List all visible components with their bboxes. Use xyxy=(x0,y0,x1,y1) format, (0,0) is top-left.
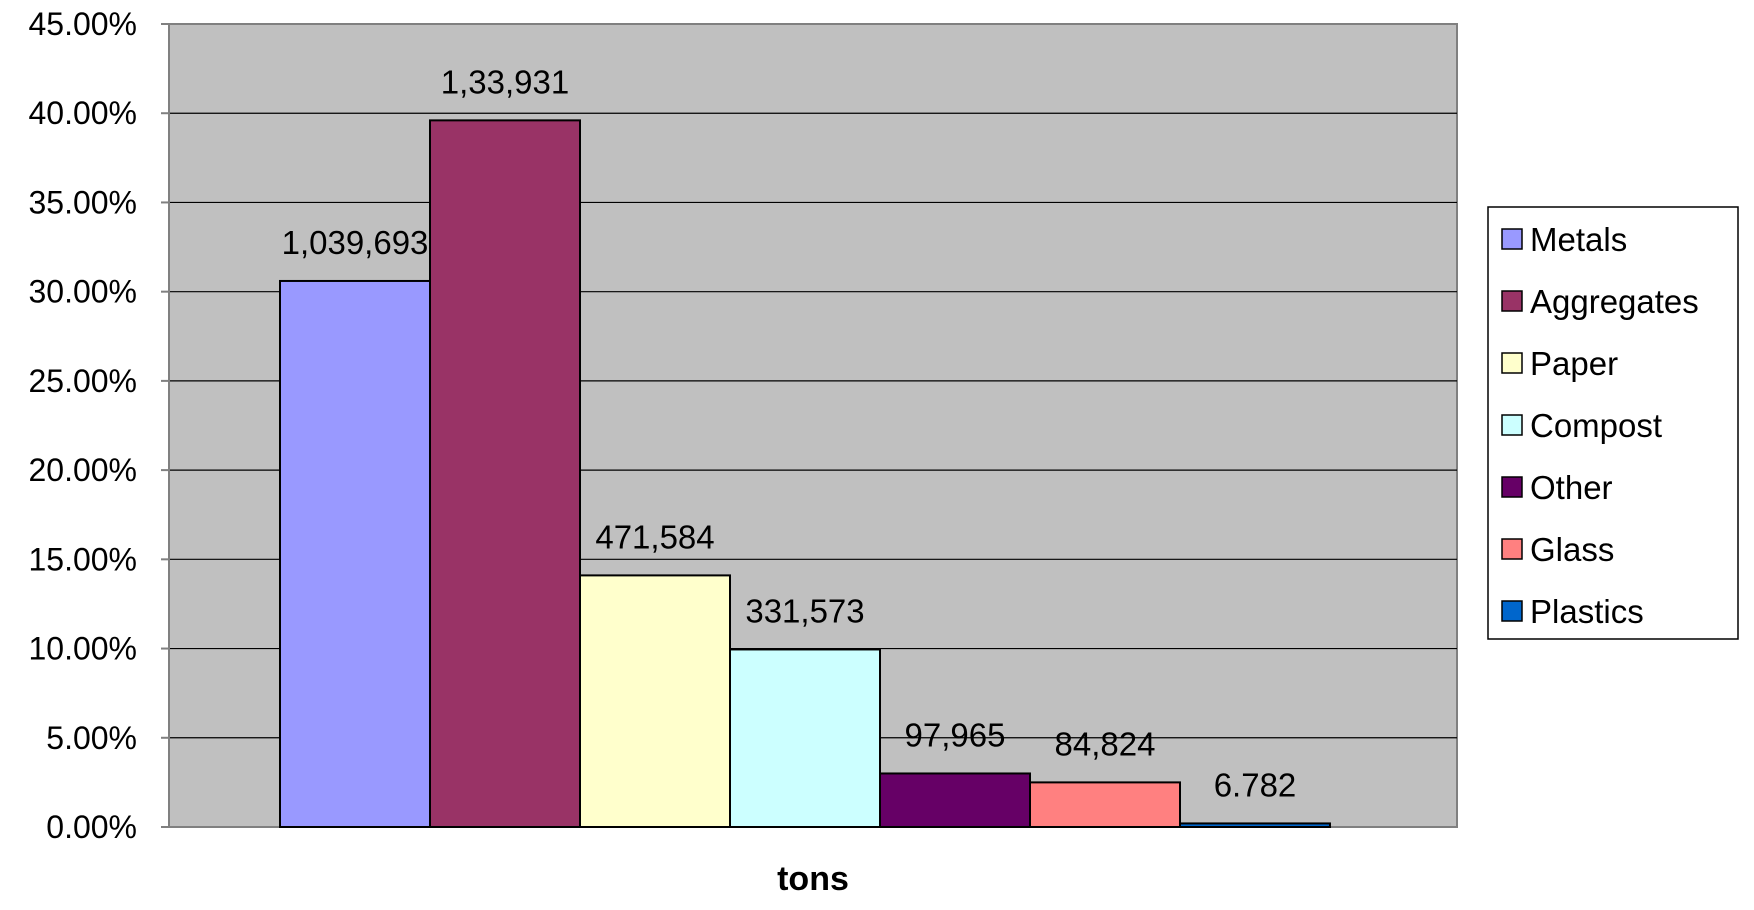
legend-label-metals: Metals xyxy=(1530,221,1627,258)
y-tick-label: 5.00% xyxy=(46,720,137,756)
data-label-compost: 331,573 xyxy=(745,592,864,629)
legend-label-glass: Glass xyxy=(1530,531,1614,568)
legend-label-aggregates: Aggregates xyxy=(1530,283,1699,320)
legend-box xyxy=(1487,206,1739,640)
bar-metals xyxy=(279,279,431,828)
data-label-paper: 471,584 xyxy=(595,518,714,555)
y-tick-label: 25.00% xyxy=(28,363,137,399)
legend-swatch-other xyxy=(1501,476,1523,498)
bar-glass xyxy=(1029,781,1181,829)
legend-label-plastics: Plastics xyxy=(1530,593,1644,630)
y-tick-label: 20.00% xyxy=(28,452,137,488)
bar-aggregates xyxy=(429,119,581,829)
y-tick-label: 40.00% xyxy=(28,95,137,131)
y-tick-label: 10.00% xyxy=(28,631,137,667)
y-axis-ticks: 0.00% 5.00% 10.00% 15.00% 20.00% 25.00% 30.00%… xyxy=(28,6,169,845)
data-label-other: 97,965 xyxy=(905,716,1006,753)
data-label-metals: 1,039,693 xyxy=(282,224,429,261)
legend-swatch-glass xyxy=(1501,538,1523,560)
legend-swatch-aggregates xyxy=(1501,290,1523,312)
x-axis-label: tons xyxy=(777,860,849,898)
y-tick-label: 15.00% xyxy=(28,541,137,577)
data-label-plastics: 6.782 xyxy=(1214,766,1297,803)
legend-swatch-metals xyxy=(1501,228,1523,250)
y-tick-label: 35.00% xyxy=(28,184,137,220)
y-tick-label: 0.00% xyxy=(46,809,137,845)
data-label-aggregates: 1,33,931 xyxy=(441,63,569,100)
legend-items: Metals Aggregates Paper Compost Other Glass Pl… xyxy=(1501,221,1699,630)
bar-other xyxy=(879,772,1031,829)
y-tick-label: 45.00% xyxy=(28,6,137,42)
data-labels: 1,039,693 1,33,931 471,584 331,573 97,965 84,… xyxy=(282,63,1297,803)
bars xyxy=(279,119,1331,829)
bar-compost xyxy=(729,648,881,828)
legend-swatch-plastics xyxy=(1501,600,1523,622)
legend-swatch-compost xyxy=(1501,414,1523,436)
legend-label-paper: Paper xyxy=(1530,345,1618,382)
legend-swatch-paper xyxy=(1501,352,1523,374)
legend-label-other: Other xyxy=(1530,469,1613,506)
legend-label-compost: Compost xyxy=(1530,407,1662,444)
bar-paper xyxy=(579,574,731,828)
legend: Metals Aggregates Paper Compost Other Glass Pl… xyxy=(1487,206,1739,640)
data-label-glass: 84,824 xyxy=(1055,725,1156,762)
y-tick-label: 30.00% xyxy=(28,274,137,310)
bar-plastics xyxy=(1179,822,1331,828)
